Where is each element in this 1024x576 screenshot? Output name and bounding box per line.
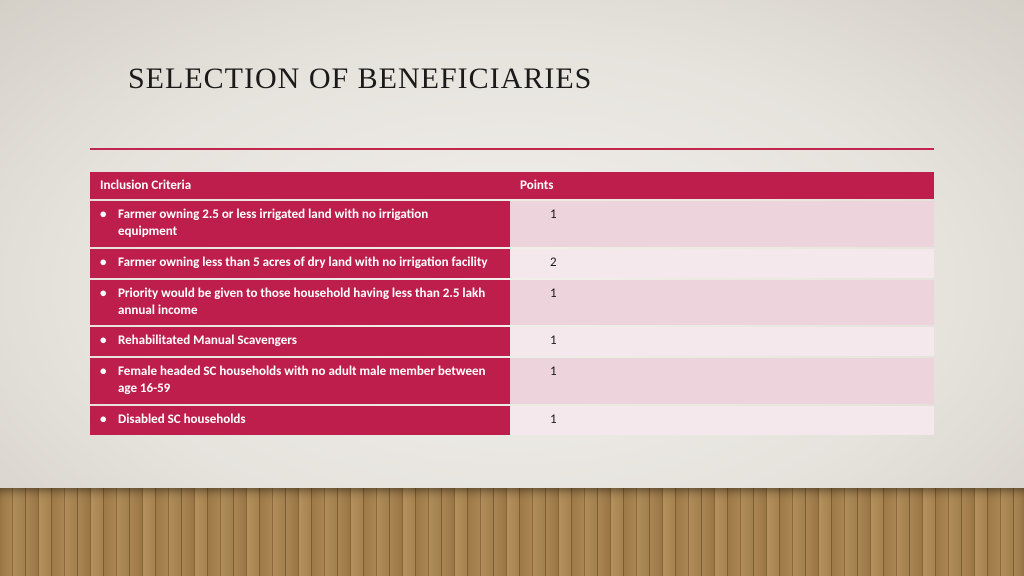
cell-criteria: • Rehabilitated Manual Scavengers: [90, 327, 510, 356]
table-row: • Disabled SC households 1: [90, 406, 934, 435]
criteria-text: Rehabilitated Manual Scavengers: [118, 333, 500, 350]
col-header-criteria: Inclusion Criteria: [90, 172, 510, 199]
criteria-text: Farmer owning less than 5 acres of dry l…: [118, 255, 500, 272]
table-row: • Farmer owning 2.5 or less irrigated la…: [90, 201, 934, 247]
bullet-icon: •: [100, 207, 118, 222]
criteria-text: Disabled SC households: [118, 412, 500, 429]
cell-criteria: • Farmer owning 2.5 or less irrigated la…: [90, 201, 510, 247]
cell-criteria: • Disabled SC households: [90, 406, 510, 435]
cell-points: 1: [510, 201, 934, 247]
cell-points: 1: [510, 280, 934, 326]
bullet-icon: •: [100, 333, 118, 348]
table-row: • Rehabilitated Manual Scavengers 1: [90, 327, 934, 356]
criteria-text: Priority would be given to those househo…: [118, 286, 500, 320]
cell-criteria: • Farmer owning less than 5 acres of dry…: [90, 249, 510, 278]
bullet-icon: •: [100, 364, 118, 379]
col-header-points: Points: [510, 172, 934, 199]
cell-criteria: • Female headed SC households with no ad…: [90, 358, 510, 404]
cell-points: 1: [510, 406, 934, 435]
table-row: • Farmer owning less than 5 acres of dry…: [90, 249, 934, 278]
bullet-icon: •: [100, 412, 118, 427]
bullet-icon: •: [100, 286, 118, 301]
page-title: SELECTION OF BENEFICIARIES: [128, 62, 592, 96]
cell-points: 1: [510, 358, 934, 404]
bullet-icon: •: [100, 255, 118, 270]
divider-line: [90, 148, 934, 150]
criteria-text: Female headed SC households with no adul…: [118, 364, 500, 398]
criteria-text: Farmer owning 2.5 or less irrigated land…: [118, 207, 500, 241]
table-row: • Female headed SC households with no ad…: [90, 358, 934, 404]
table-header-row: Inclusion Criteria Points: [90, 172, 934, 199]
criteria-table: Inclusion Criteria Points • Farmer ownin…: [90, 170, 934, 437]
cell-points: 1: [510, 327, 934, 356]
slide: SELECTION OF BENEFICIARIES Inclusion Cri…: [0, 0, 1024, 576]
floor-texture: [0, 488, 1024, 576]
cell-criteria: • Priority would be given to those house…: [90, 280, 510, 326]
cell-points: 2: [510, 249, 934, 278]
table-row: • Priority would be given to those house…: [90, 280, 934, 326]
